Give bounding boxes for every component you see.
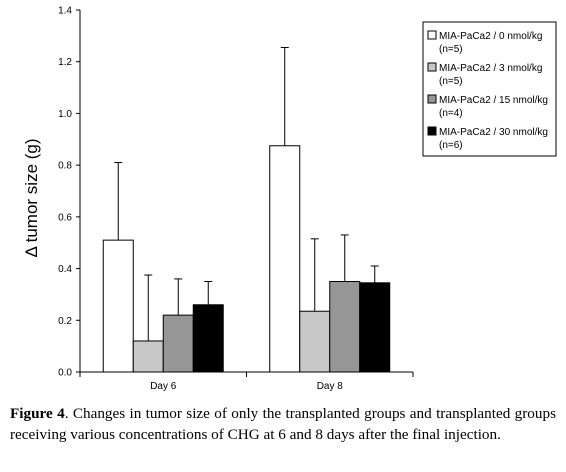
y-tick-label: 0.0 — [58, 368, 72, 379]
figure-caption: Figure 4. Changes in tumor size of only … — [10, 403, 556, 445]
y-tick-label: 1.4 — [58, 6, 72, 17]
bar — [329, 281, 361, 373]
legend-label-n: (n=5) — [439, 76, 463, 87]
legend-swatch — [427, 94, 437, 104]
legend: MIA-PaCa2 / 0 nmol/kg (n=5) MIA-PaCa2 / 3 … — [422, 21, 557, 157]
legend-label: MIA-PaCa2 / 0 nmol/kg — [439, 31, 542, 42]
bar — [299, 310, 331, 373]
y-tick-label: 1.2 — [58, 57, 72, 68]
legend-label-n: (n=5) — [439, 44, 463, 55]
y-tick-label: 0.8 — [58, 161, 72, 172]
y-tick-label: 0.4 — [58, 264, 72, 275]
bar — [269, 145, 301, 373]
legend-label-n: (n=6) — [439, 140, 463, 151]
chart-area: Δ tumor size (g) 0.0 0.2 0.4 0.6 0.8 1.0 1.2 1.… — [22, 6, 557, 392]
x-axis: Day 6 Day 8 — [79, 371, 414, 392]
y-axis: 0.0 0.2 0.4 0.6 0.8 1.0 1.2 1.4 — [58, 6, 81, 379]
legend-label: MIA-PaCa2 / 3 nmol/kg — [439, 63, 542, 74]
legend-label: MIA-PaCa2 / 30 nmol/kg — [439, 127, 548, 138]
y-tick-label: 0.2 — [58, 316, 72, 327]
legend-box — [422, 21, 557, 157]
bar-chart: Δ tumor size (g) 0.0 0.2 0.4 0.6 0.8 1.0 1.2 1.… — [22, 6, 557, 392]
bar — [132, 340, 164, 373]
caption-text: . Changes in tumor size of only the tran… — [10, 405, 557, 443]
bar — [102, 239, 134, 373]
y-axis-label-group: Δ tumor size (g) — [22, 138, 41, 257]
x-category-label: Day 6 — [150, 381, 177, 392]
legend-swatch — [427, 62, 437, 72]
legend-label: MIA-PaCa2 / 15 nmol/kg — [439, 95, 548, 106]
legend-swatch — [427, 126, 437, 136]
legend-swatch — [427, 30, 437, 40]
bars — [102, 46, 391, 373]
y-tick-label: 0.6 — [58, 212, 72, 223]
bar — [192, 304, 224, 373]
y-axis-label: Δ tumor size (g) — [22, 138, 41, 257]
bar — [359, 282, 391, 373]
x-category-label: Day 8 — [317, 381, 344, 392]
bar — [162, 314, 194, 373]
legend-label-n: (n=4) — [439, 108, 463, 119]
y-tick-label: 1.0 — [58, 109, 72, 120]
figure-label: Figure 4 — [10, 405, 65, 422]
